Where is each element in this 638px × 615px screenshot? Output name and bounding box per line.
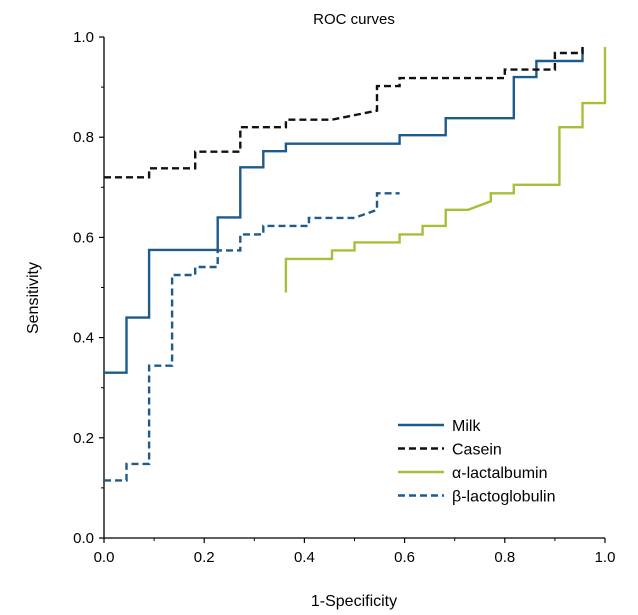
plot-area: 0.0 0.2 0.4 0.6 0.8 1.0 0.0 0.2 0.4 0.6 0.8 1.0 [73,29,615,566]
series-line-β-lactoglobulin [104,192,400,482]
y-tick-label: 1.0 [73,29,94,46]
legend: Milk Casein α-lactalbumin β-lactoglobulin [398,418,555,506]
x-axis-label: 1-Specificity [311,593,397,610]
series-line-Casein [104,47,584,179]
legend-label: β-lactoglobulin [452,489,555,506]
y-tick-label: 0.0 [73,530,94,547]
legend-label: α-lactalbumin [452,465,548,482]
x-tick-label: 0.2 [194,549,215,566]
y-tick-label: 0.4 [73,330,94,347]
x-tick-label: 0.8 [494,549,515,566]
x-tick-label: 0.4 [294,549,315,566]
x-tick-label: 1.0 [595,549,616,566]
legend-label: Casein [452,442,502,459]
chart-title: ROC curves [313,11,395,28]
series-line-α-lactalbumin [284,47,607,293]
x-tick-label: 0.6 [394,549,415,566]
x-tick-label: 0.0 [94,549,115,566]
y-tick-label: 0.2 [73,430,94,447]
series-line-Milk [104,47,584,374]
y-tick-label: 0.6 [73,229,94,246]
y-tick-label: 0.8 [73,129,94,146]
y-axis-label: Sensitivity [25,262,42,334]
legend-label: Milk [452,418,481,435]
